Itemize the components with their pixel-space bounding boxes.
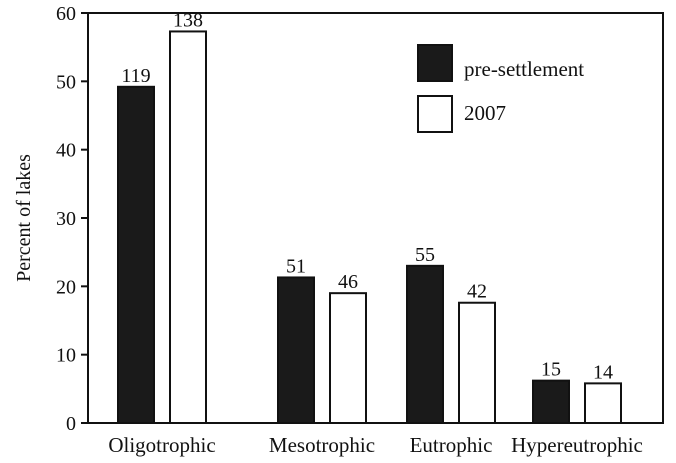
y-tick-label: 60 [56,3,76,25]
bar-pre-settlement-hypereutrophic [532,379,570,424]
bar-data-label: 119 [121,65,150,87]
category-label-mesotrophic: Mesotrophic [269,433,375,457]
bar-data-label: 15 [541,359,561,381]
bars-group: 119 138 51 46 55 42 15 14 [117,9,622,425]
y-tick-label: 50 [56,71,76,93]
y-tick-label: 30 [56,208,76,230]
y-tick-label: 40 [56,140,76,162]
bar-2007-hypereutrophic [584,382,622,425]
y-tick-label: 20 [56,276,76,298]
bar-pre-settlement-eutrophic [406,264,444,425]
legend-label-pre-settlement: pre-settlement [464,57,584,81]
bar-data-label: 42 [467,281,487,303]
bar-pre-settlement-oligotrophic [117,85,155,425]
category-label-oligotrophic: Oligotrophic [108,433,215,457]
bar-pre-settlement-mesotrophic [277,276,315,425]
bar-data-label: 51 [286,255,306,277]
y-axis-title: Percent of lakes [13,154,35,282]
category-labels: Oligotrophic Mesotrophic Eutrophic Hypereut… [108,433,643,457]
legend-swatch-2007 [417,95,453,133]
bar-data-label: 14 [593,361,613,383]
category-label-eutrophic: Eutrophic [410,433,493,457]
legend-label-2007: 2007 [464,101,506,125]
legend: pre-settlement 2007 [417,44,584,133]
legend-swatch-pre-settlement [417,44,453,82]
bar-data-label: 138 [173,9,203,31]
bar-data-label: 46 [338,271,358,293]
category-label-hypereutrophic: Hypereutrophic [511,433,643,457]
bar-2007-eutrophic [458,301,496,425]
bar-2007-oligotrophic [169,30,207,424]
y-tick-label: 0 [66,413,76,435]
y-tick-label: 10 [56,345,76,367]
y-axis: 0 10 20 30 40 50 60 [56,3,88,435]
bar-2007-mesotrophic [329,292,367,424]
bar-data-label: 55 [415,244,435,266]
